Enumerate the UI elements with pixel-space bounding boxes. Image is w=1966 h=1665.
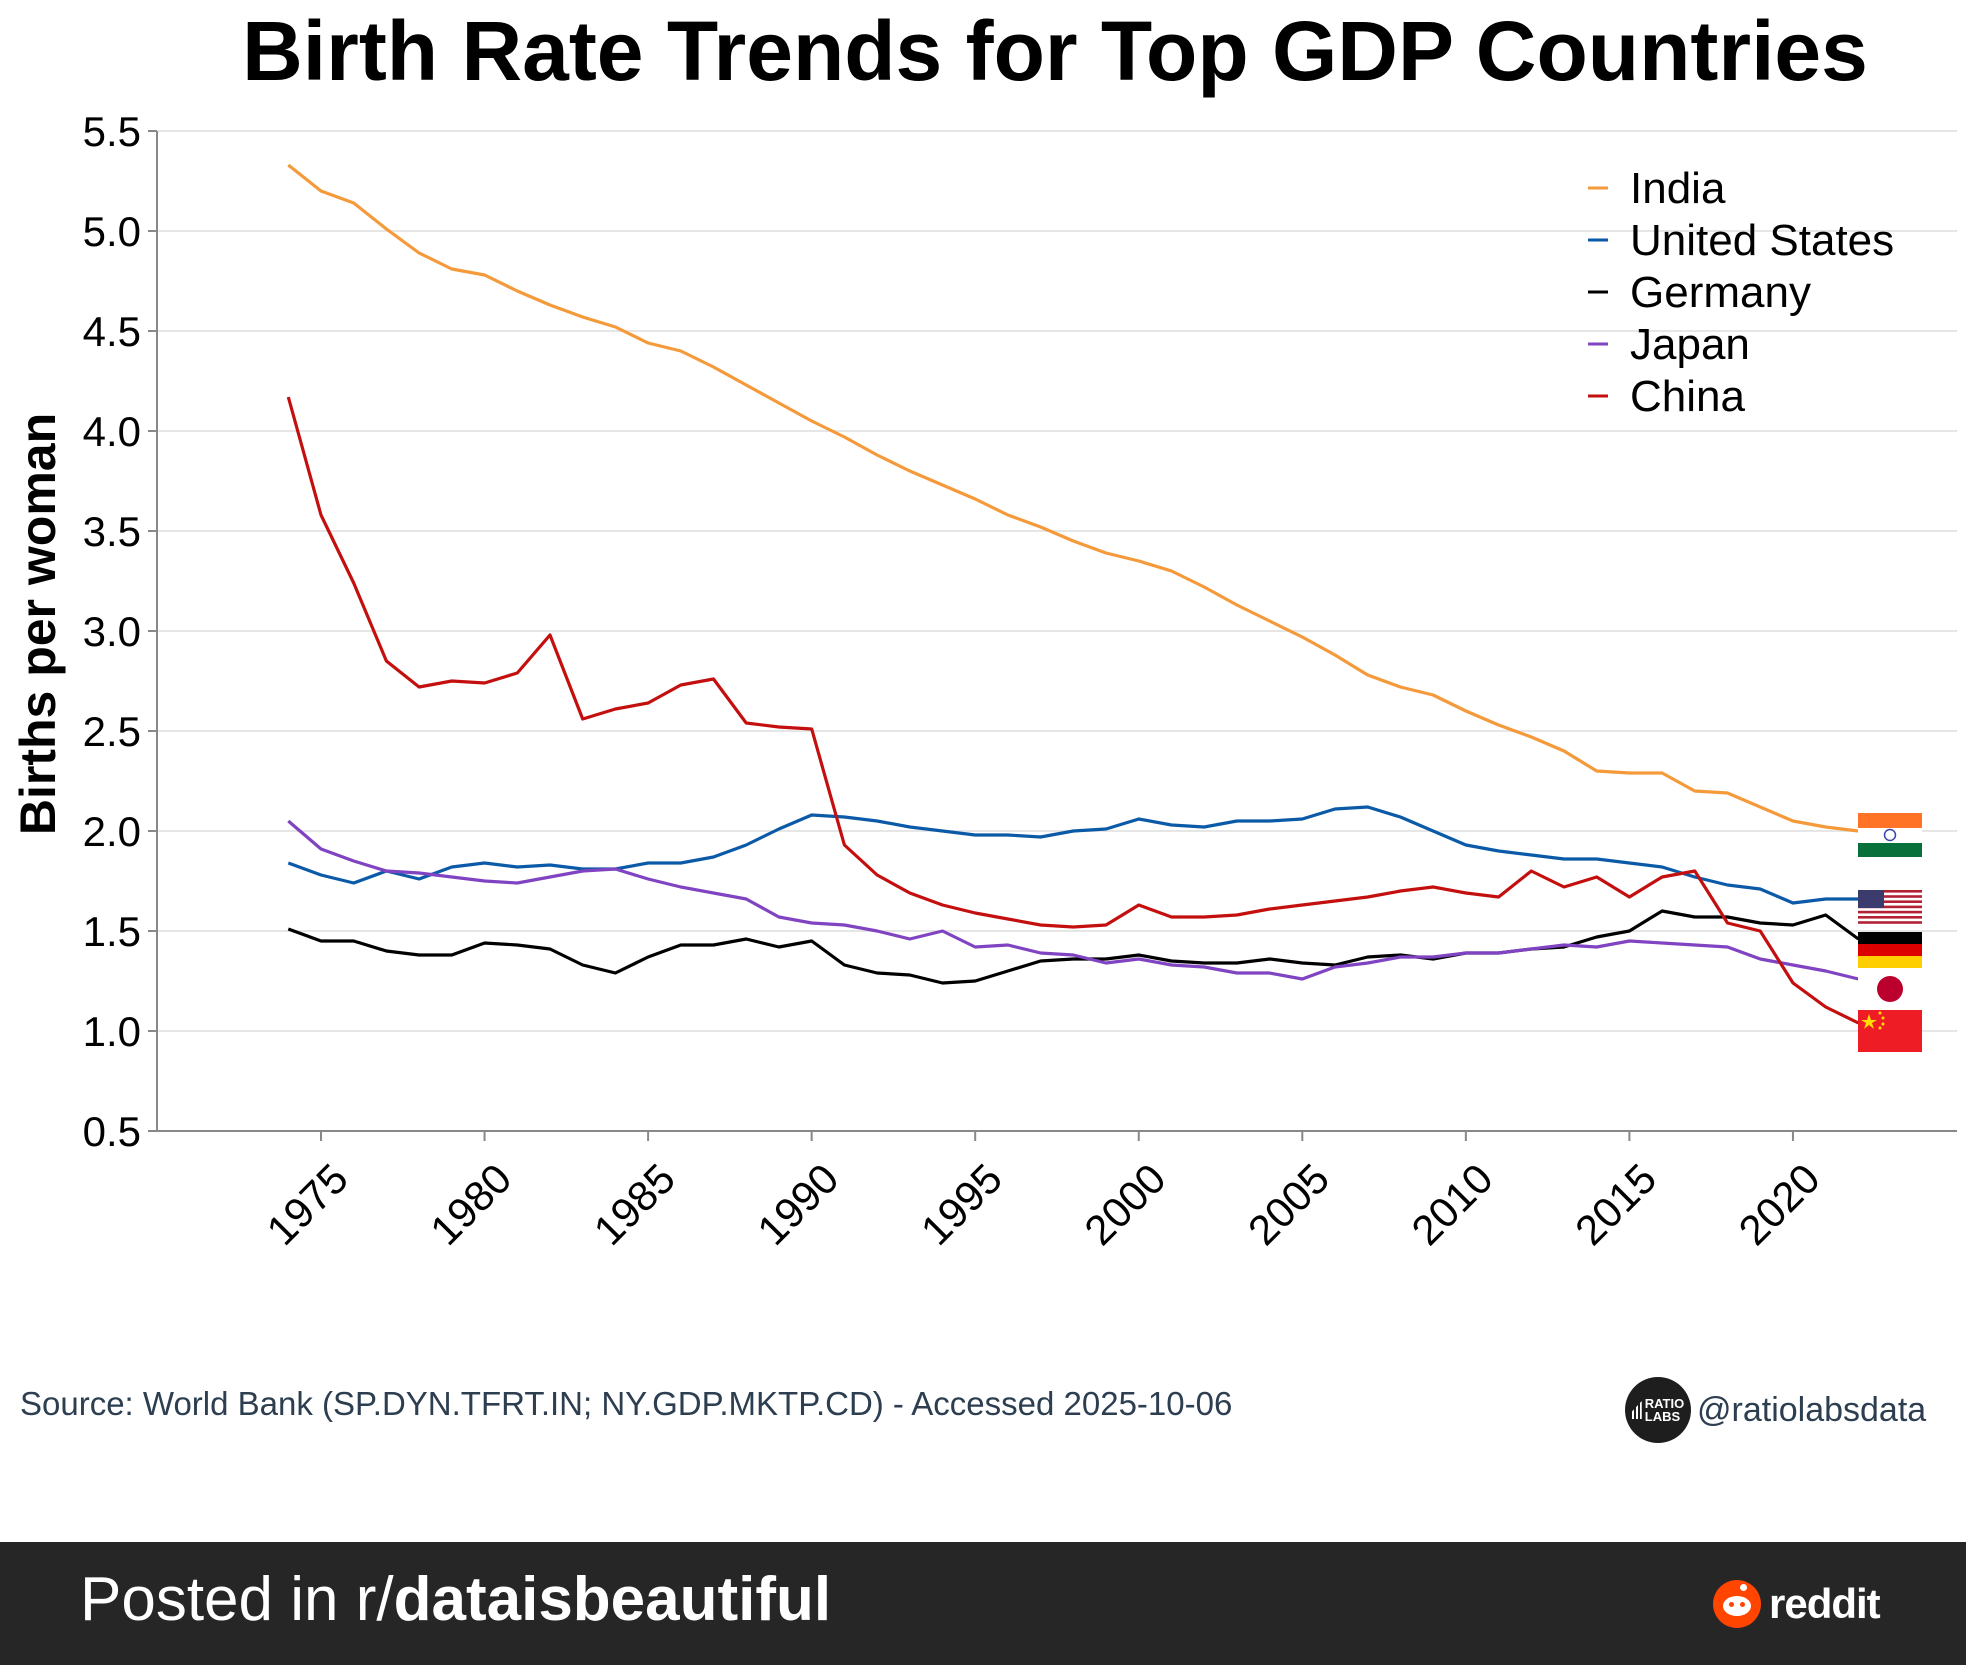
x-tick-label: 2020 (1730, 1155, 1829, 1254)
series-line-united-states (287, 805, 1859, 905)
legend-label: Germany (1630, 268, 1811, 317)
legend-label: United States (1630, 216, 1894, 265)
y-tick-label: 3.0 (83, 608, 141, 655)
japan-flag (1858, 970, 1922, 1008)
legend-label: China (1630, 372, 1745, 421)
bar-chart-icon (1631, 1401, 1642, 1419)
y-tick-label: 3.5 (83, 508, 141, 555)
legend-item-germany: Germany (1588, 268, 1811, 317)
series-lines (286, 163, 1860, 1025)
line-chart: Birth Rate Trends for Top GDP Countries … (10, 4, 1957, 1254)
legend-item-india: India (1588, 164, 1726, 213)
posted-in-prefix: Posted in r/ (80, 1565, 394, 1634)
source-note: Source: World Bank (SP.DYN.TFRT.IN; NY.G… (20, 1385, 1233, 1422)
subreddit-name[interactable]: dataisbeautiful (393, 1565, 832, 1634)
y-tick-label: 2.0 (83, 808, 141, 855)
usa-flag (1858, 890, 1922, 924)
y-tick-label: 2.5 (83, 708, 141, 755)
series-line-japan (287, 819, 1859, 981)
y-tick-label: 1.5 (83, 908, 141, 955)
x-tick-label: 2010 (1402, 1155, 1501, 1254)
series-line-india (287, 163, 1859, 833)
logo-line2: LABS (1644, 1409, 1681, 1424)
legend-item-united-states: United States (1588, 216, 1894, 265)
logo-line1: RATIO (1644, 1396, 1685, 1411)
gridlines (158, 130, 1957, 1032)
y-tick-label: 4.0 (83, 408, 141, 455)
india-flag (1858, 813, 1922, 857)
x-tick-label: 1980 (421, 1155, 520, 1254)
reddit-wordmark: reddit (1769, 1580, 1881, 1627)
x-tick-label: 2015 (1566, 1155, 1665, 1254)
posted-in-text: Posted in r/dataisbeautiful (80, 1564, 831, 1635)
country-flags (1858, 813, 1922, 1052)
x-tick-label: 1975 (258, 1155, 357, 1254)
series-line-china (286, 396, 1860, 1025)
brand-handle: @ratiolabsdata (1697, 1390, 1927, 1429)
reddit-snoo-icon (1713, 1580, 1761, 1628)
y-tick-label: 5.0 (83, 208, 141, 255)
x-tick-label: 1985 (585, 1155, 684, 1254)
x-tick-label: 2005 (1239, 1155, 1338, 1254)
footer-bar: Posted in r/dataisbeautiful reddit (0, 1542, 1966, 1665)
legend-item-japan: Japan (1588, 320, 1750, 369)
y-axis-label: Births per woman (10, 413, 66, 835)
germany-flag (1858, 932, 1922, 968)
chart-title: Birth Rate Trends for Top GDP Countries (242, 4, 1868, 98)
china-flag (1858, 1010, 1922, 1052)
x-tick-label: 1995 (912, 1155, 1011, 1254)
ratio-labs-logo-icon: RATIO LABS (1625, 1377, 1691, 1443)
y-axis-ticks: 0.5 1.0 1.5 2.0 2.5 3.0 3.5 4.0 4.5 5.0 5.5 (83, 108, 157, 1155)
x-tick-label: 1990 (748, 1155, 847, 1254)
reddit-logo[interactable]: reddit (1713, 1580, 1881, 1628)
legend-label: India (1630, 164, 1726, 213)
x-tick-label: 2000 (1075, 1155, 1174, 1254)
y-tick-label: 4.5 (83, 308, 141, 355)
y-tick-label: 0.5 (83, 1108, 141, 1155)
legend-item-china: China (1588, 372, 1745, 421)
y-tick-label: 1.0 (83, 1008, 141, 1055)
y-tick-label: 5.5 (83, 108, 141, 155)
x-axis-ticks: 1975 1980 1985 1990 1995 2000 2005 2010 2015 2020 (258, 1131, 1829, 1254)
ratio-labs-brand: RATIO LABS @ratiolabsdata (1625, 1377, 1926, 1443)
series-line-germany (287, 909, 1860, 985)
legend-label: Japan (1630, 320, 1750, 369)
